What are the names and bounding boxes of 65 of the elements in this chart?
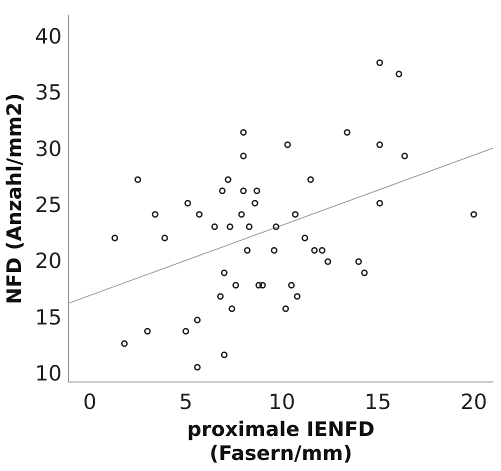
point [217,293,224,300]
x-tick-label: 5 [179,390,193,414]
point [228,305,236,312]
y-tick-label: 20 [34,249,62,274]
point [272,223,280,230]
point [376,59,384,66]
point [211,223,218,230]
point [252,200,258,207]
point [401,152,408,160]
point [324,258,332,265]
x-tick-label: 10 [268,390,296,414]
point [282,305,290,312]
point [302,234,308,242]
point [240,152,247,160]
point [311,247,318,254]
point [161,234,168,242]
point [355,258,362,265]
point [220,351,228,358]
point [194,316,201,324]
y-tick-label: 10 [34,362,62,386]
point [470,211,478,218]
point [294,293,301,300]
y-tick-label: 30 [34,136,62,161]
point [111,234,118,242]
point [218,187,226,194]
point [259,282,266,289]
point [376,141,384,148]
point [244,247,251,254]
y-tick-label: 35 [34,80,62,105]
point [361,269,368,276]
point [246,223,253,230]
y-tick-label: 25 [34,193,62,218]
point [226,223,234,230]
point [232,282,240,289]
x-tick-label: 20 [460,390,488,414]
point [292,211,299,218]
point [194,364,201,371]
point [121,340,128,347]
point [284,141,291,148]
point [134,176,142,183]
y-tick-label: 15 [34,305,62,330]
y-tick-label: 40 [34,24,62,49]
point [240,129,247,136]
point [144,328,151,335]
point [307,176,314,183]
x-tick-label: 0 [83,390,97,414]
point [376,200,384,207]
point [220,269,228,276]
point [318,247,326,254]
point [288,282,295,289]
point [254,187,260,194]
x-axis-title: proximale IENFD (Fasern/mm) [187,417,375,466]
x-tick-label: 15 [364,390,392,414]
point [184,200,192,207]
point [182,328,190,335]
point [270,247,278,254]
point [196,211,203,218]
point [240,187,247,194]
point [396,70,402,78]
point [224,176,232,183]
point [238,211,245,218]
point [344,129,350,136]
point [255,282,262,289]
point [152,211,158,218]
y-axis-title: NFD (Anzahl/mm2) [2,93,26,304]
